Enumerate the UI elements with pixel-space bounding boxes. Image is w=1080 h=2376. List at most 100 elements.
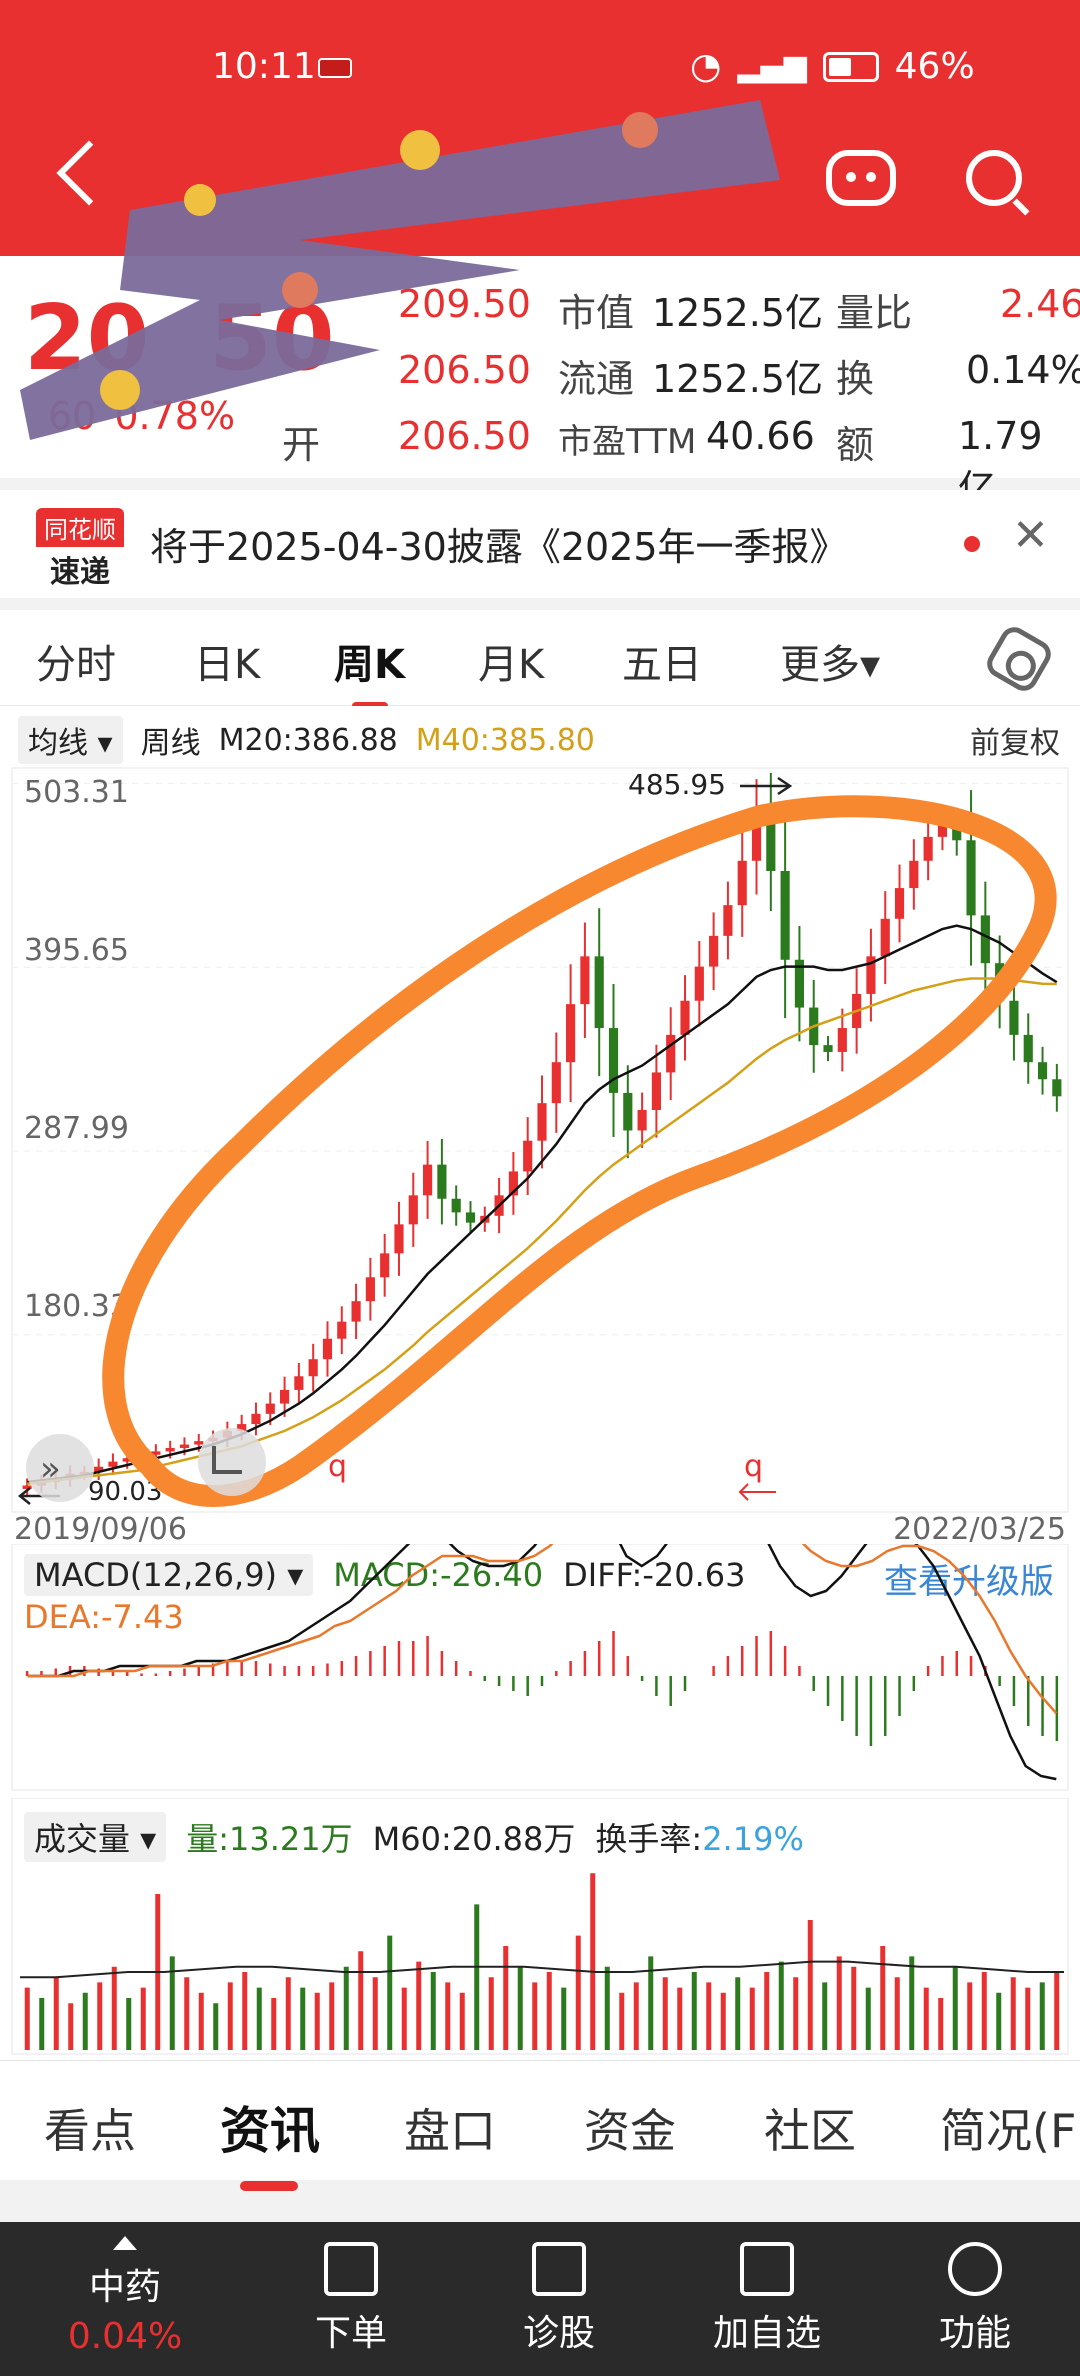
candle-body (723, 905, 733, 936)
macd-chart[interactable] (0, 1544, 1080, 1794)
scribble-overlay (20, 100, 780, 440)
ma-selector[interactable]: 均线 ▾ (18, 716, 123, 764)
collapse-icon (26, 1434, 94, 1502)
period-tabs: 分时 日K 周K 月K 五日 更多▾ (0, 610, 1080, 710)
earnings-notice[interactable]: 同花顺 速递 将于2025-04-30披露《2025年一季报》 ✕ (0, 490, 1080, 598)
high-value: 209.50 (398, 282, 531, 326)
candle-body (465, 1212, 476, 1223)
candle-body (980, 915, 990, 964)
tab-daily-k[interactable]: 日K (194, 642, 261, 688)
volume-value: 量:13.21万 (186, 1820, 353, 1858)
candle-body (365, 1277, 375, 1302)
ma40-line (27, 977, 1057, 1486)
assistant-robot-icon[interactable] (826, 150, 896, 206)
dea-line (27, 1544, 1058, 1715)
candle-body (709, 935, 719, 967)
pe-label: 市盈TTM (558, 422, 697, 462)
macd-legend: MACD(12,26,9) ▾ MACD:-26.40 DIFF:-20.63 (24, 1554, 745, 1596)
price-tick: 395.65 (24, 933, 129, 968)
candle-body (423, 1164, 433, 1196)
pe-value: 40.66 (706, 414, 815, 458)
volume-chart[interactable] (0, 1798, 1080, 2058)
float-value: 1252.5亿 (652, 357, 823, 401)
ma-legend: 均线 ▾ 周线 M20:386.88 M40:385.80 (18, 716, 595, 764)
candle-body (937, 823, 948, 837)
candle-body (651, 1072, 661, 1110)
up-triangle-icon (113, 2236, 137, 2250)
bottom-toolbar: 中药 0.04% 下单 诊股 加自选 功能 (0, 2222, 1080, 2376)
tab-more[interactable]: 更多▾ (780, 642, 881, 688)
candle-body (380, 1253, 390, 1278)
search-icon[interactable] (966, 150, 1022, 206)
signal-icon: ▂▄▆ (737, 49, 807, 84)
candle-body (594, 956, 604, 1029)
screen-record-icon (318, 58, 352, 78)
tab-news[interactable]: 资讯 (220, 2091, 320, 2191)
candle-body (566, 1004, 576, 1063)
candle-body (966, 840, 976, 916)
candle-body (837, 1028, 847, 1052)
mktcap-label: 市值 (558, 291, 635, 335)
battery-icon (822, 51, 879, 82)
candle-body (122, 1458, 132, 1462)
candle-body (108, 1461, 118, 1467)
tab-community[interactable]: 社区 (764, 2104, 856, 2158)
marker-arrow-icon (738, 1483, 776, 1501)
low-value: 206.50 (398, 348, 531, 392)
candle-body (237, 1424, 247, 1431)
candle-body (279, 1389, 290, 1404)
settings-icon[interactable] (982, 622, 1056, 696)
add-watchlist-button[interactable]: 加自选 (692, 2222, 842, 2376)
candle-body (537, 1103, 547, 1141)
candle-body (408, 1195, 418, 1225)
candle-body (265, 1403, 275, 1414)
float-label: 流通 (558, 357, 635, 401)
max-arrow-icon (740, 776, 793, 796)
tab-highlights[interactable]: 看点 (44, 2104, 136, 2158)
ma-type: 周线 (140, 726, 201, 761)
end-date: 2022/03/25 (893, 1512, 1066, 1547)
tab-weekly-k[interactable]: 周K (334, 632, 405, 710)
vol-ratio-value: 2.46 (1000, 282, 1080, 326)
ma20-value: M20:386.88 (218, 722, 398, 758)
marker-q-icon: q (744, 1449, 763, 1484)
tab-monthly-k[interactable]: 月K (478, 642, 545, 688)
functions-button[interactable]: 功能 (900, 2222, 1050, 2376)
turnover-value: 0.14% (966, 348, 1080, 392)
candle-body (751, 812, 762, 861)
annotation-ellipse (102, 795, 1057, 1507)
diff-value: DIFF:-20.63 (563, 1556, 746, 1594)
turnover-rate: 换手率:2.19% (595, 1820, 804, 1858)
order-button[interactable]: 下单 (276, 2222, 426, 2376)
candle-body (823, 1045, 833, 1052)
tab-intraday[interactable]: 分时 (36, 642, 116, 688)
tonghuashun-logo: 同花顺 速递 (36, 508, 124, 590)
candle-body (437, 1164, 447, 1199)
expand-icon (198, 1428, 266, 1496)
kline-chart[interactable]: 503.31 395.65 287.99 180.33 485.95 90.03… (0, 706, 1080, 1514)
close-icon[interactable]: ✕ (1012, 510, 1049, 561)
candle-body (294, 1376, 304, 1390)
volume-selector[interactable]: 成交量 ▾ (24, 1812, 167, 1862)
mktcap-value: 1252.5亿 (652, 291, 823, 335)
diagnose-button[interactable]: 诊股 (484, 2222, 634, 2376)
candle-body (794, 959, 805, 1008)
adjust-mode[interactable]: 前复权 (970, 726, 1060, 761)
chevron-left-icon: » (40, 1449, 61, 1489)
tab-orderbook[interactable]: 盘口 (404, 2104, 496, 2158)
candle-body (737, 860, 747, 906)
candle-body (580, 956, 590, 1005)
tab-five-day[interactable]: 五日 (622, 642, 702, 688)
volume-legend: 成交量 ▾ 量:13.21万 M60:20.88万 换手率:2.19% (24, 1812, 804, 1862)
tab-capital[interactable]: 资金 (584, 2104, 676, 2158)
price-tick: 503.31 (24, 775, 129, 810)
candle-body (1052, 1079, 1062, 1097)
macd-selector[interactable]: MACD(12,26,9) ▾ (24, 1554, 314, 1596)
tab-profile[interactable]: 简况(F (940, 2104, 1077, 2158)
sector-button[interactable]: 中药 0.04% (50, 2222, 200, 2376)
candle-body (523, 1140, 533, 1172)
candle-body (923, 836, 933, 861)
candle-body (666, 1034, 676, 1073)
candle-body (151, 1451, 161, 1455)
candle-body (194, 1441, 204, 1445)
